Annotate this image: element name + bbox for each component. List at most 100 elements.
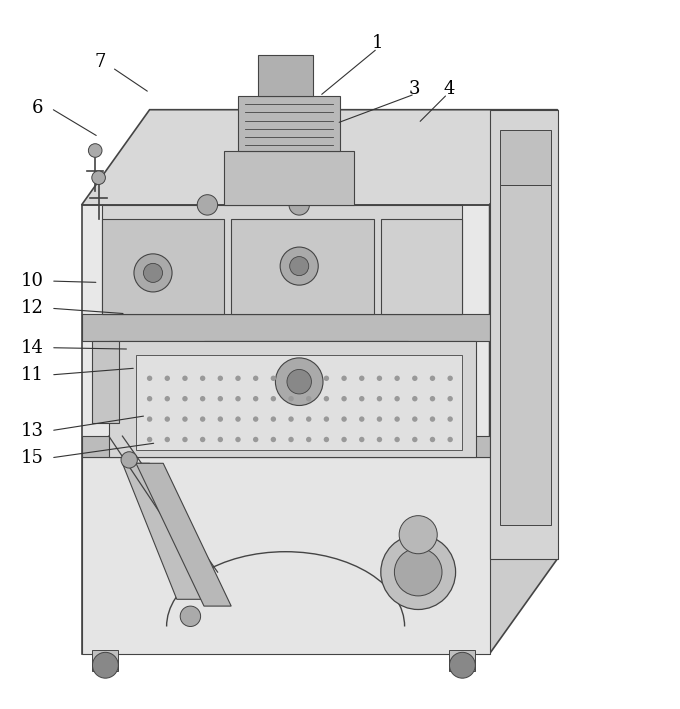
Circle shape [287, 369, 311, 394]
Circle shape [121, 452, 137, 468]
Circle shape [394, 437, 400, 442]
Circle shape [341, 396, 347, 401]
Polygon shape [92, 650, 118, 671]
Circle shape [165, 437, 170, 442]
Circle shape [290, 257, 309, 276]
Circle shape [147, 376, 152, 381]
Circle shape [218, 437, 223, 442]
Circle shape [394, 396, 400, 401]
Circle shape [218, 376, 223, 381]
Circle shape [200, 437, 205, 442]
Circle shape [449, 652, 475, 679]
Polygon shape [258, 55, 313, 96]
Polygon shape [238, 96, 340, 150]
Circle shape [235, 376, 241, 381]
Circle shape [377, 416, 382, 422]
Polygon shape [82, 436, 490, 457]
Circle shape [218, 416, 223, 422]
Circle shape [359, 376, 364, 381]
Circle shape [447, 376, 453, 381]
Polygon shape [490, 110, 558, 559]
Circle shape [235, 396, 241, 401]
Text: 12: 12 [21, 299, 44, 317]
Polygon shape [204, 341, 408, 436]
Circle shape [288, 437, 294, 442]
Circle shape [394, 548, 442, 596]
Polygon shape [381, 218, 462, 313]
Circle shape [306, 437, 311, 442]
Circle shape [147, 416, 152, 422]
Circle shape [430, 396, 435, 401]
Circle shape [280, 247, 318, 285]
Text: 13: 13 [21, 422, 44, 440]
Circle shape [306, 416, 311, 422]
Polygon shape [490, 110, 558, 654]
Circle shape [412, 437, 418, 442]
Polygon shape [109, 341, 476, 457]
Text: 3: 3 [409, 80, 420, 99]
Polygon shape [82, 457, 490, 654]
Circle shape [218, 396, 223, 401]
Circle shape [271, 437, 276, 442]
Circle shape [165, 416, 170, 422]
Circle shape [88, 144, 102, 157]
Circle shape [182, 437, 188, 442]
Polygon shape [136, 354, 462, 450]
Circle shape [412, 396, 418, 401]
Circle shape [165, 396, 170, 401]
Polygon shape [224, 150, 354, 205]
Circle shape [324, 416, 329, 422]
Text: 6: 6 [32, 99, 43, 118]
Circle shape [430, 376, 435, 381]
Polygon shape [92, 341, 119, 423]
Polygon shape [102, 205, 462, 313]
Circle shape [289, 195, 309, 215]
Circle shape [288, 376, 294, 381]
Circle shape [412, 416, 418, 422]
Circle shape [394, 416, 400, 422]
Circle shape [341, 376, 347, 381]
Polygon shape [136, 463, 231, 606]
Polygon shape [231, 218, 374, 313]
Circle shape [447, 437, 453, 442]
Circle shape [430, 437, 435, 442]
Circle shape [200, 396, 205, 401]
Circle shape [180, 606, 201, 627]
Circle shape [412, 376, 418, 381]
Text: 7: 7 [95, 53, 106, 71]
Circle shape [182, 396, 188, 401]
Polygon shape [500, 184, 551, 525]
Polygon shape [82, 205, 490, 654]
Circle shape [359, 416, 364, 422]
Circle shape [235, 437, 241, 442]
Circle shape [359, 396, 364, 401]
Polygon shape [122, 463, 204, 599]
Polygon shape [102, 218, 224, 313]
Circle shape [447, 416, 453, 422]
Text: 10: 10 [21, 272, 44, 290]
Circle shape [253, 376, 258, 381]
Circle shape [324, 437, 329, 442]
Circle shape [377, 437, 382, 442]
Circle shape [306, 396, 311, 401]
Polygon shape [82, 313, 490, 341]
Circle shape [341, 437, 347, 442]
Circle shape [235, 416, 241, 422]
Polygon shape [500, 130, 551, 184]
Circle shape [92, 652, 118, 679]
Circle shape [306, 376, 311, 381]
Circle shape [182, 376, 188, 381]
Circle shape [253, 416, 258, 422]
Circle shape [134, 254, 172, 292]
Text: 1: 1 [372, 34, 383, 52]
Circle shape [197, 195, 218, 215]
Circle shape [253, 437, 258, 442]
Circle shape [271, 376, 276, 381]
Circle shape [147, 437, 152, 442]
Polygon shape [449, 650, 475, 671]
Circle shape [253, 396, 258, 401]
Circle shape [324, 376, 329, 381]
Circle shape [430, 416, 435, 422]
Circle shape [165, 376, 170, 381]
Polygon shape [82, 110, 558, 205]
